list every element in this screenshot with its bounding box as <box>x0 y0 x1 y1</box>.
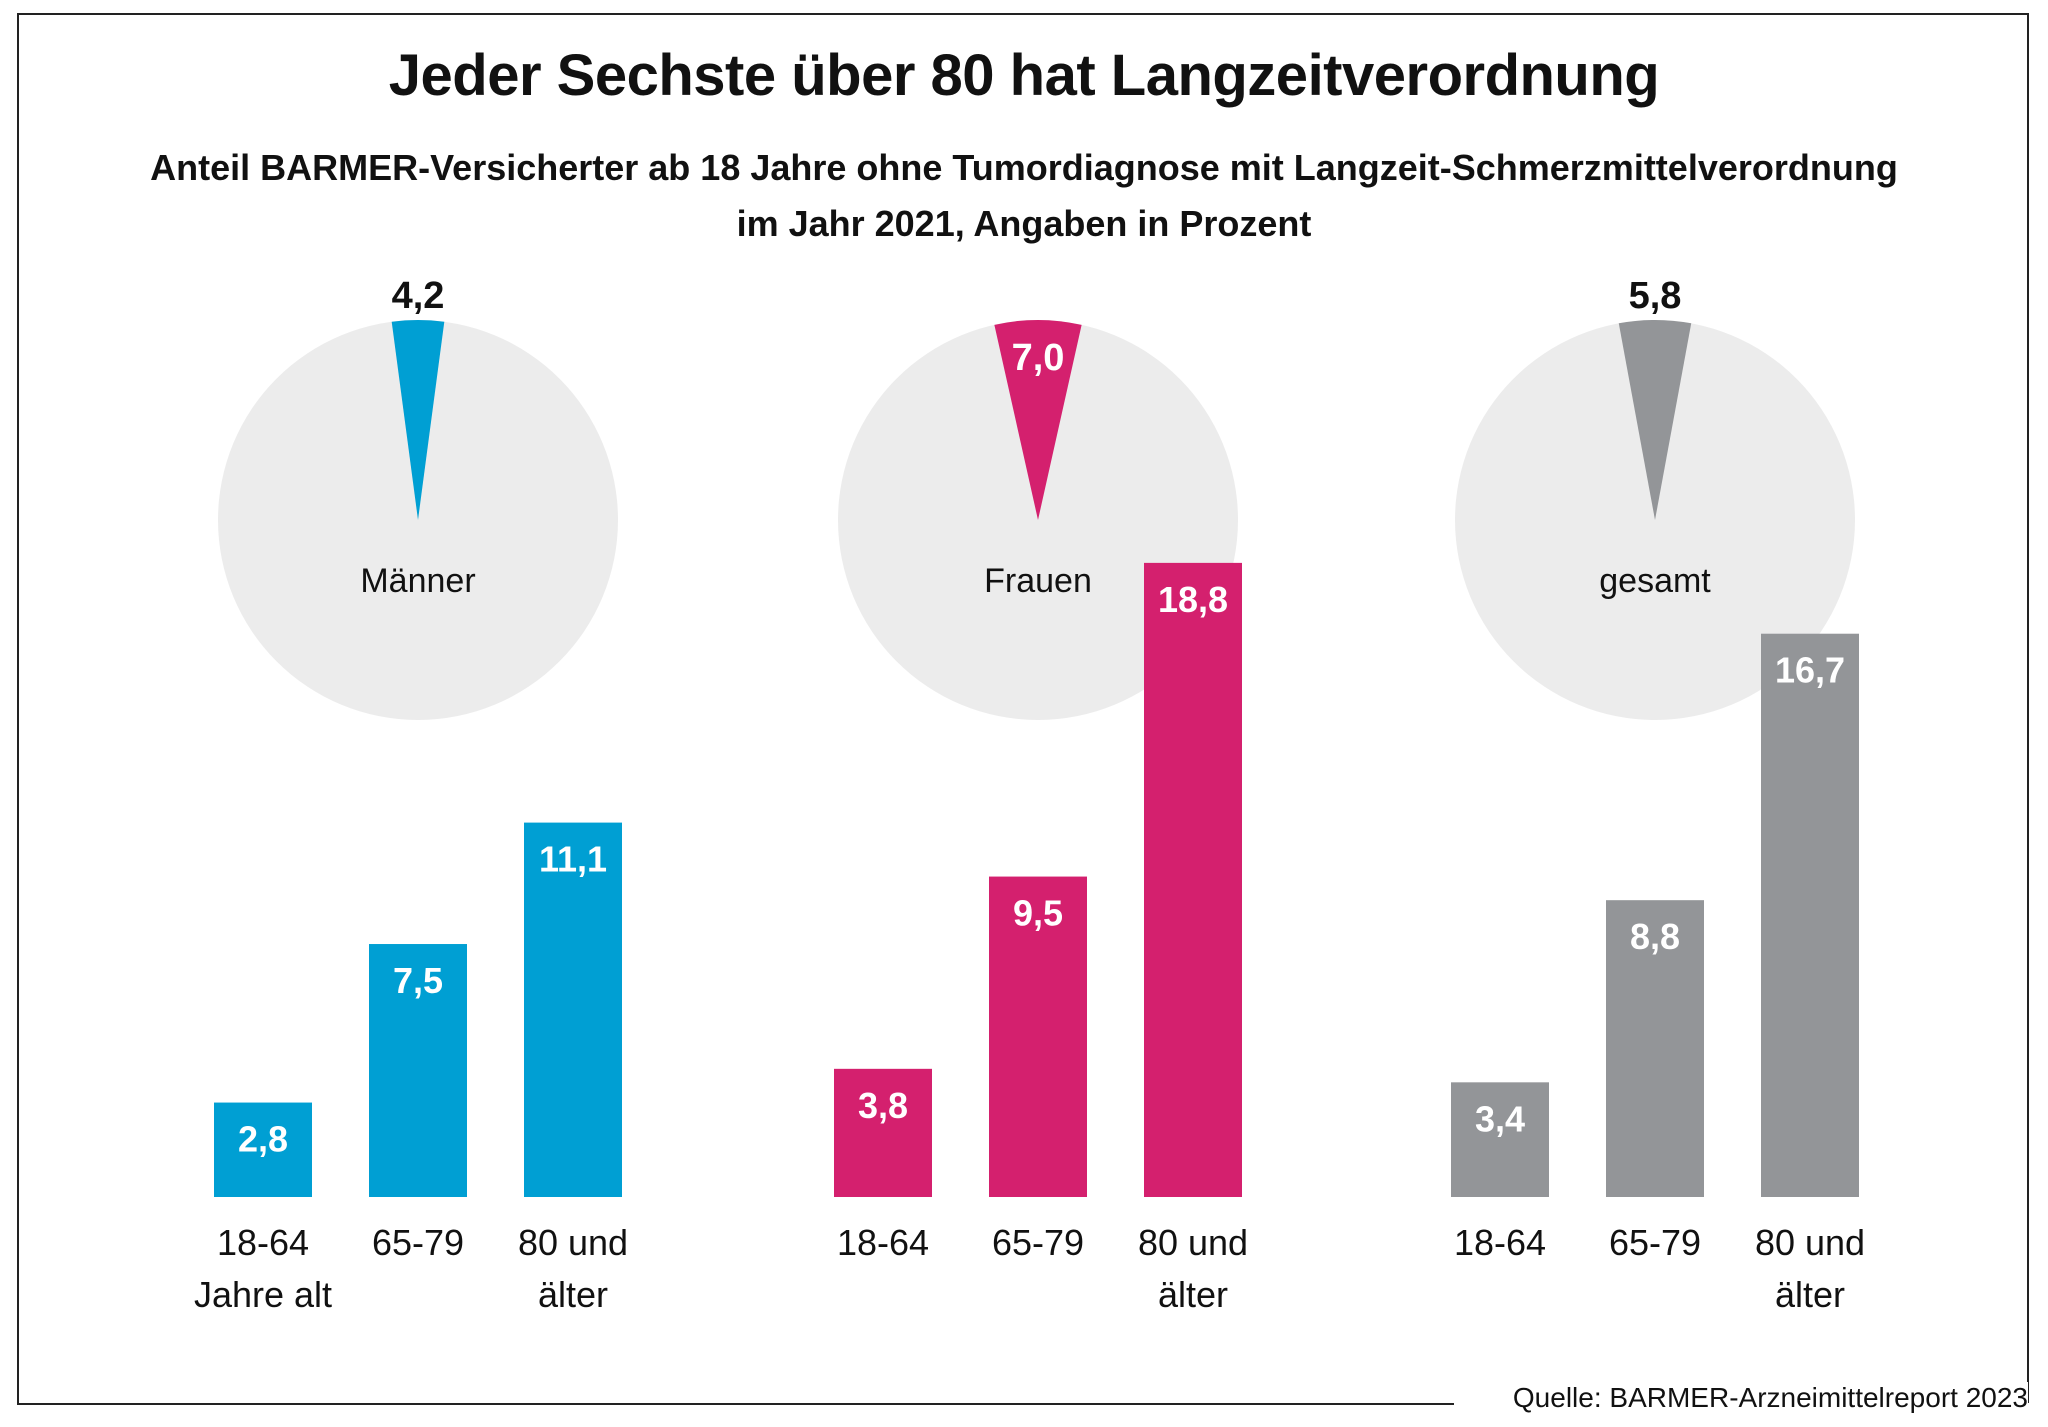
bar-gesamt-3-category-line-2: älter <box>1775 1274 1845 1315</box>
bar-maenner-2-value-label: 7,5 <box>393 960 443 1001</box>
chart-frame <box>17 13 2029 1403</box>
bar-maenner-2 <box>369 944 467 1197</box>
pie-gesamt-label: gesamt <box>1599 562 1711 600</box>
bar-frauen-2-value-label: 9,5 <box>1013 893 1063 934</box>
bar-frauen-3-category-line-1: 80 und <box>1138 1222 1248 1263</box>
bar-maenner-3-value-label: 11,1 <box>539 839 607 880</box>
bar-maenner-1-category-line-1: 18-64 <box>217 1222 309 1263</box>
bar-gesamt-1 <box>1451 1082 1549 1197</box>
bar-gesamt-2-value-label: 8,8 <box>1630 916 1680 957</box>
bar-gesamt-1-category-line-1: 18-64 <box>1454 1222 1546 1263</box>
pie-gesamt-value-label: 5,8 <box>1629 275 1682 317</box>
frame-bottom-line <box>17 1403 1454 1405</box>
bar-gesamt-1-value-label: 3,4 <box>1475 1098 1525 1139</box>
bar-frauen-1-value-label: 3,8 <box>858 1085 908 1126</box>
bar-frauen-2 <box>989 876 1087 1197</box>
bar-frauen-3 <box>1144 562 1242 1197</box>
bar-maenner-2-category-line-1: 65-79 <box>372 1222 464 1263</box>
pie-frauen-label: Frauen <box>984 562 1092 600</box>
bar-gesamt-3 <box>1761 633 1859 1197</box>
bar-maenner-3-category-line-2: älter <box>538 1274 608 1315</box>
bar-frauen-3-category-line-2: älter <box>1158 1274 1228 1315</box>
pie-gesamt-slice <box>1618 319 1692 520</box>
pie-maenner-slice <box>391 320 445 520</box>
bar-maenner-1-category-line-2: Jahre alt <box>194 1274 332 1315</box>
chart-title: Jeder Sechste über 80 hat Langzeitverord… <box>388 43 1660 108</box>
subtitle-line-2: im Jahr 2021, Angaben in Prozent <box>736 203 1312 244</box>
bar-maenner-3-category-line-1: 80 und <box>518 1222 628 1263</box>
bar-gesamt-3-category-line-1: 80 und <box>1755 1222 1865 1263</box>
bar-maenner-1 <box>214 1102 312 1197</box>
pie-maenner-value-label: 4,2 <box>392 275 445 317</box>
pie-frauen-slice <box>994 320 1082 520</box>
bar-frauen-2-category-line-1: 65-79 <box>992 1222 1084 1263</box>
subtitle-line-1: Anteil BARMER-Versicherter ab 18 Jahre o… <box>150 147 1898 188</box>
bar-gesamt-2-category-line-1: 65-79 <box>1609 1222 1701 1263</box>
pie-maenner-label: Männer <box>360 562 475 600</box>
bar-frauen-3-value-label: 18,8 <box>1158 579 1228 620</box>
bar-maenner-3 <box>524 822 622 1197</box>
bar-maenner-1-value-label: 2,8 <box>238 1119 288 1160</box>
pie-frauen-value-label: 7,0 <box>1012 337 1065 379</box>
bar-gesamt-2 <box>1606 900 1704 1197</box>
source-note: Quelle: BARMER-Arzneimittelreport 2023 <box>1506 1382 2028 1414</box>
bar-frauen-1-category-line-1: 18-64 <box>837 1222 929 1263</box>
chart-subtitle: Anteil BARMER-Versicherter ab 18 Jahre o… <box>0 140 2048 252</box>
bar-frauen-1 <box>834 1068 932 1197</box>
bar-gesamt-3-value-label: 16,7 <box>1775 650 1845 691</box>
